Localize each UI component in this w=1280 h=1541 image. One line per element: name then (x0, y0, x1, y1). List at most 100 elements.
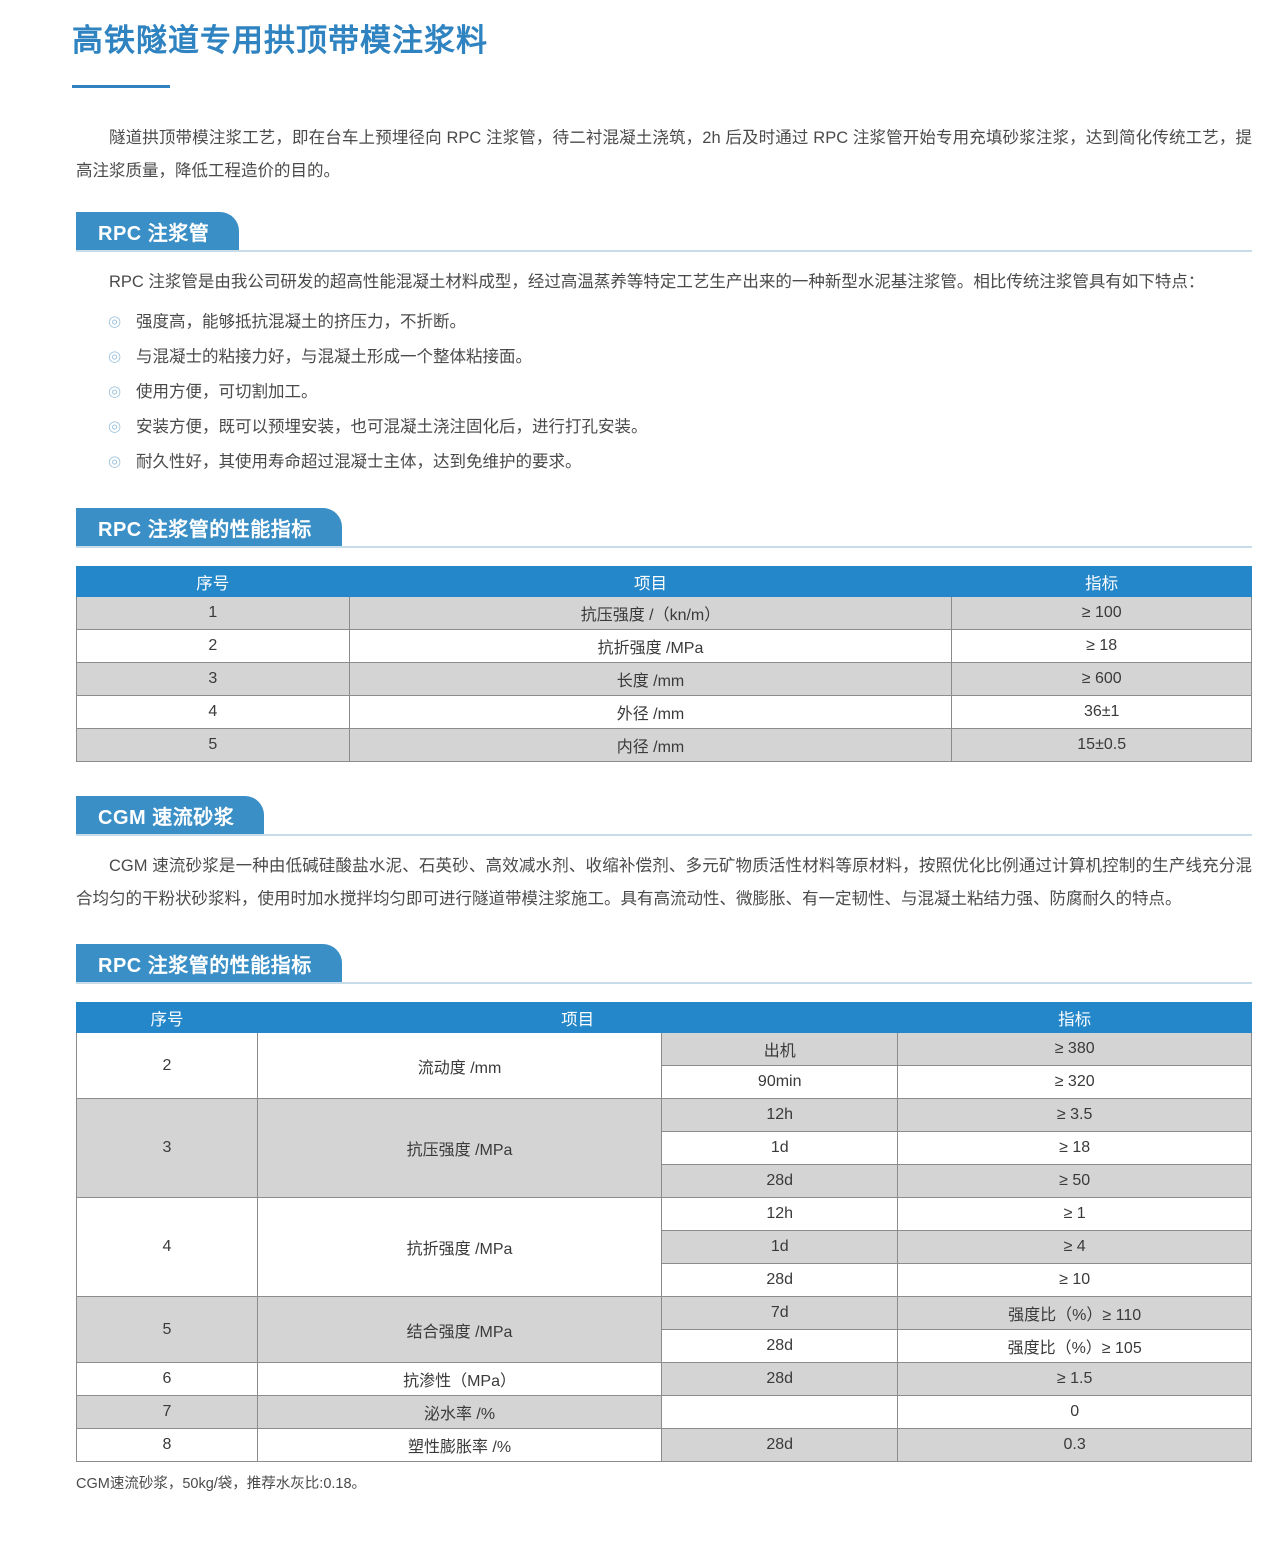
cell-value: ≥ 1 (897, 1197, 1252, 1232)
cell-value: ≥ 50 (897, 1164, 1252, 1199)
list-item: ◎ 与混凝士的粘接力好，与混凝土形成一个整体粘接面。 (108, 340, 1252, 375)
table-row: 5 结合强度 /MPa 7d 强度比（%）≥ 110 (76, 1296, 1252, 1364)
section-header-cgm: CGM 速流砂浆 (76, 796, 1252, 837)
table-row: 2 抗折强度 /MPa ≥ 18 (76, 629, 1252, 664)
double-circle-bullet-icon: ◎ (108, 453, 122, 471)
table-row: 5 内径 /mm 15±0.5 (76, 728, 1252, 763)
intro-paragraph: 隧道拱顶带模注浆工艺，即在台车上预埋径向 RPC 注浆管，待二衬混凝土浇筑，2h… (76, 129, 1252, 181)
cell-value: ≥ 380 (897, 1032, 1252, 1067)
cell-no: 2 (76, 629, 350, 664)
cell-condition: 12h (661, 1098, 899, 1133)
cell-condition: 出机 (661, 1032, 899, 1067)
title-block: 高铁隧道专用拱顶带模注浆料 (0, 0, 1280, 89)
cell-value: ≥ 600 (951, 662, 1252, 697)
cell-no: 3 (76, 1098, 258, 1199)
table-row: 6 抗渗性（MPa） 28d ≥ 1.5 (76, 1362, 1252, 1397)
cell-value: ≥ 10 (897, 1263, 1252, 1298)
table-row: 7 泌水率 /% 0 (76, 1395, 1252, 1430)
rpc-spec-table: 序号 项目 指标 1 抗压强度 /（kn/m） ≥ 100 2 抗折强度 /MP… (76, 566, 1252, 763)
cell-value: 0.3 (897, 1428, 1252, 1463)
cell-item: 内径 /mm (348, 728, 953, 763)
section-header-label: RPC 注浆管的性能指标 (76, 944, 342, 983)
list-item: ◎ 安装方便，既可以预埋安装，也可混凝土浇注固化后，进行打孔安装。 (108, 410, 1252, 445)
cell-value: ≥ 1.5 (897, 1362, 1252, 1397)
cell-value: ≥ 18 (897, 1131, 1252, 1166)
cell-condition: 28d (661, 1362, 899, 1397)
column-header-no: 序号 (76, 566, 350, 598)
table-row: 1 抗压强度 /（kn/m） ≥ 100 (76, 596, 1252, 631)
cell-value: 36±1 (951, 695, 1252, 730)
double-circle-bullet-icon: ◎ (108, 418, 122, 436)
cell-no: 7 (76, 1395, 258, 1430)
cell-condition (661, 1395, 899, 1430)
list-item-label: 耐久性好，其使用寿命超过混凝士主体，达到免维护的要求。 (136, 453, 582, 472)
section-header-label: RPC 注浆管 (76, 212, 240, 251)
double-circle-bullet-icon: ◎ (108, 383, 122, 401)
table-row: 4 抗折强度 /MPa 12h ≥ 1 (76, 1197, 1252, 1298)
list-item-label: 与混凝士的粘接力好，与混凝土形成一个整体粘接面。 (136, 348, 532, 367)
cell-value: ≥ 18 (951, 629, 1252, 664)
cell-no: 5 (76, 728, 350, 763)
cell-item: 长度 /mm (348, 662, 953, 697)
cell-value: ≥ 100 (951, 596, 1252, 631)
table-row: 8 塑性膨胀率 /% 28d 0.3 (76, 1428, 1252, 1463)
cell-item: 抗折强度 /MPa (348, 629, 953, 664)
cell-condition: 90min (661, 1065, 899, 1100)
table-row: 90min ≥ 320 (77, 1065, 1252, 1100)
section-header-rule (76, 834, 1252, 837)
column-header-value: 指标 (951, 566, 1252, 598)
table-row: 4 外径 /mm 36±1 (76, 695, 1252, 730)
table-header-row: 序号 项目 指标 (76, 566, 1252, 598)
section-header-rule (76, 546, 1252, 549)
section-header-label: CGM 速流砂浆 (76, 796, 265, 835)
table-footer-note: CGM速流砂浆，50kg/袋，推荐水灰比:0.18。 (76, 1476, 367, 1493)
cell-value: ≥ 320 (897, 1065, 1252, 1100)
table-row: 1d ≥ 18 (77, 1131, 1252, 1166)
cell-value: 15±0.5 (951, 728, 1252, 763)
table-row: 28d ≥ 10 (77, 1263, 1252, 1298)
cell-no: 2 (76, 1032, 258, 1100)
cell-condition: 28d (661, 1164, 899, 1199)
cell-value: 强度比（%）≥ 110 (897, 1296, 1252, 1331)
table-row: 3 长度 /mm ≥ 600 (76, 662, 1252, 697)
cell-value: 0 (897, 1395, 1252, 1430)
table-row: 1d ≥ 4 (77, 1230, 1252, 1265)
column-header-no: 序号 (76, 1002, 258, 1034)
column-header-item: 项目 (256, 1002, 899, 1034)
cell-value: ≥ 4 (897, 1230, 1252, 1265)
list-item-label: 强度高，能够抵抗混凝土的挤压力，不折断。 (136, 313, 466, 332)
list-item-label: 安装方便，既可以预埋安装，也可混凝土浇注固化后，进行打孔安装。 (136, 418, 648, 437)
cell-no: 1 (76, 596, 350, 631)
cell-condition: 28d (661, 1428, 899, 1463)
cgm-spec-table: 序号 项目 指标 2 流动度 /mm 出机 ≥ 380 90min ≥ 320 (76, 1002, 1252, 1463)
section-header-rule (76, 250, 1252, 253)
column-header-item: 项目 (348, 566, 953, 598)
cell-condition: 1d (661, 1230, 899, 1265)
cell-value: ≥ 3.5 (897, 1098, 1252, 1133)
cell-item: 抗压强度 /（kn/m） (348, 596, 953, 631)
cell-item: 流动度 /mm (256, 1032, 663, 1100)
table-row: 28d 强度比（%）≥ 105 (77, 1329, 1252, 1364)
cell-value: 强度比（%）≥ 105 (897, 1329, 1252, 1364)
cell-item: 外径 /mm (348, 695, 953, 730)
section-header-rpc-pipe: RPC 注浆管 (76, 212, 1252, 253)
cgm-spec-table-wrap: 序号 项目 指标 2 流动度 /mm 出机 ≥ 380 90min ≥ 320 (0, 1002, 1280, 1463)
cgm-paragraph: CGM 速流砂浆是一种由低碱硅酸盐水泥、石英砂、高效减水剂、收缩补偿剂、多元矿物… (76, 857, 1252, 909)
rpc-pipe-paragraph: RPC 注浆管是由我公司研发的超高性能混凝土材料成型，经过高温蒸养等特定工艺生产… (109, 273, 1205, 292)
cell-condition: 12h (661, 1197, 899, 1232)
cell-condition: 28d (661, 1329, 899, 1364)
table-row: 2 流动度 /mm 出机 ≥ 380 (76, 1032, 1252, 1100)
list-item: ◎ 强度高，能够抵抗混凝土的挤压力，不折断。 (108, 305, 1252, 340)
double-circle-bullet-icon: ◎ (108, 313, 122, 331)
cell-condition: 28d (661, 1263, 899, 1298)
cell-no: 5 (76, 1296, 258, 1364)
cell-item: 塑性膨胀率 /% (256, 1428, 663, 1463)
cell-condition: 7d (661, 1296, 899, 1331)
cell-item: 泌水率 /% (256, 1395, 663, 1430)
table-row: 28d ≥ 50 (77, 1164, 1252, 1199)
rpc-pipe-feature-list: ◎ 强度高，能够抵抗混凝土的挤压力，不折断。 ◎ 与混凝士的粘接力好，与混凝土形… (0, 305, 1280, 480)
cell-no: 4 (76, 1197, 258, 1298)
section-header-cgm-spec: RPC 注浆管的性能指标 (76, 944, 1252, 985)
double-circle-bullet-icon: ◎ (108, 348, 122, 366)
